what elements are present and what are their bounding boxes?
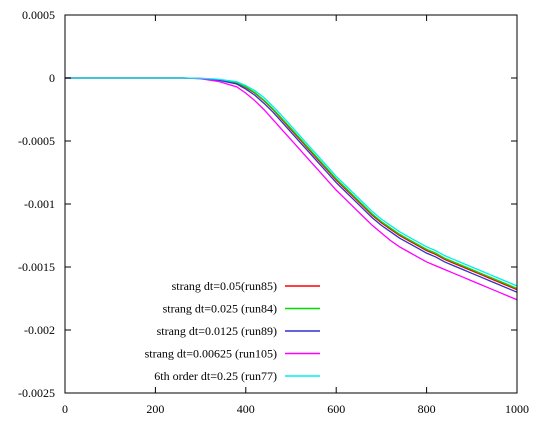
- legend-label: strang dt=0.05(run85): [172, 279, 277, 293]
- legend: strang dt=0.05(run85) strang dt=0.025 (ru…: [145, 279, 320, 383]
- x-tick-label: 800: [418, 402, 436, 416]
- legend-label: strang dt=0.0125 (run89): [157, 324, 277, 338]
- legend-label: strang dt=0.025 (run84): [163, 302, 277, 316]
- y-tick-label: -0.002: [24, 323, 55, 337]
- x-tick-label: 0: [62, 402, 68, 416]
- y-tick-label: -0.001: [24, 197, 55, 211]
- axis-ticks: 0 200 400 600 800 1000 0.0005 0 -0.0005 -0.001 -0.…: [18, 8, 529, 416]
- y-tick-label: 0: [49, 71, 55, 85]
- y-tick-label: 0.0005: [22, 8, 55, 22]
- series-line-4: [65, 77, 518, 301]
- x-tick-label: 600: [327, 402, 345, 416]
- legend-label: 6th order dt=0.25 (run77): [154, 369, 277, 383]
- series-line-2: [65, 77, 518, 290]
- series-group: [65, 77, 518, 301]
- series-line-3: [65, 77, 518, 293]
- x-tick-label: 1000: [505, 402, 529, 416]
- y-tick-label: -0.0015: [18, 260, 55, 274]
- x-tick-label: 200: [146, 402, 164, 416]
- series-line-5: [65, 77, 518, 287]
- x-tick-label: 400: [237, 402, 255, 416]
- legend-label: strang dt=0.00625 (run105): [145, 347, 277, 361]
- y-tick-label: -0.0005: [18, 134, 55, 148]
- y-tick-label: -0.0025: [18, 386, 55, 400]
